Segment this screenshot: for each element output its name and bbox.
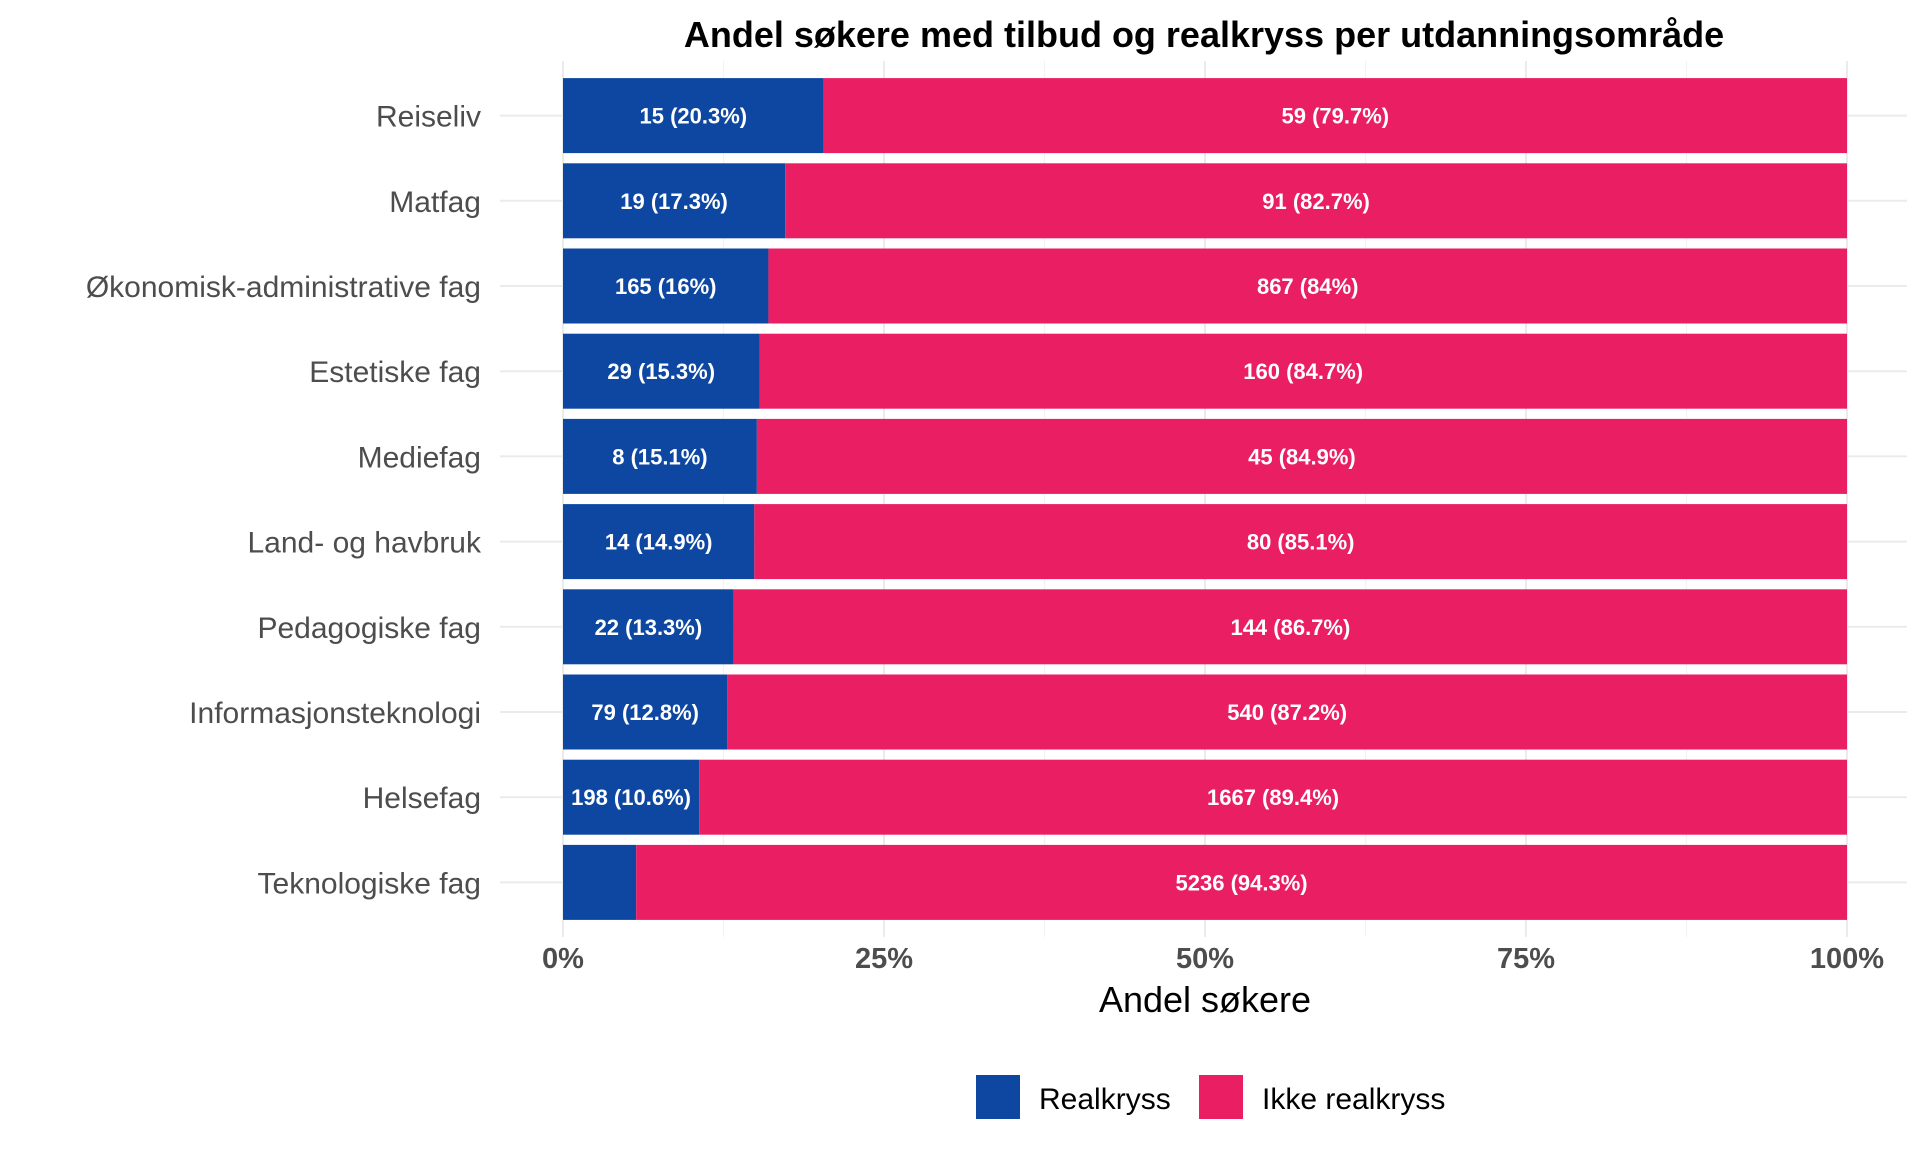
category-label-helsefag: Helsefag (363, 782, 481, 815)
x-tick-label: 0% (542, 943, 584, 975)
bar-realkryss-okonomisk-administrative-fag[interactable] (563, 248, 769, 324)
data-label-realkryss-estetiske-fag: 29 (15.3%) (607, 359, 715, 384)
bar-realkryss-teknologiske-fag[interactable] (563, 844, 637, 920)
bar-realkryss-helsefag[interactable] (563, 759, 700, 835)
bar-ikke-realkryss-estetiske-fag[interactable] (759, 333, 1847, 409)
bar-ikke-realkryss-mediefag[interactable] (756, 418, 1847, 494)
bar-realkryss-land-og-havbruk[interactable] (563, 504, 755, 580)
legend-swatch-ikke-realkryss (1199, 1075, 1243, 1119)
data-label-ikke-realkryss-matfag: 91 (82.7%) (1262, 189, 1370, 214)
legend-label-ikke-realkryss: Ikke realkryss (1262, 1083, 1445, 1116)
data-label-realkryss-reiseliv: 15 (20.3%) (640, 104, 748, 129)
legend[interactable]: Realkryss Ikke realkryss (976, 1075, 1445, 1119)
bar-ikke-realkryss-pedagogiske-fag[interactable] (733, 589, 1847, 665)
bar-realkryss-mediefag[interactable] (563, 418, 757, 494)
bar-ikke-realkryss-helsefag[interactable] (699, 759, 1847, 835)
data-label-ikke-realkryss-teknologiske-fag: 5236 (94.3%) (1176, 870, 1308, 895)
category-label-okonomisk-administrative-fag: Økonomisk-administrative fag (86, 271, 481, 304)
bar-realkryss-pedagogiske-fag[interactable] (563, 589, 734, 665)
chart-title: Andel søkere med tilbud og realkryss per… (684, 14, 1724, 55)
bar-ikke-realkryss-land-og-havbruk[interactable] (754, 504, 1848, 580)
data-label-realkryss-pedagogiske-fag: 22 (13.3%) (595, 615, 703, 640)
data-label-ikke-realkryss-estetiske-fag: 160 (84.7%) (1243, 359, 1363, 384)
legend-label-realkryss: Realkryss (1039, 1083, 1171, 1116)
x-tick-label: 100% (1810, 943, 1884, 975)
category-label-matfag: Matfag (389, 186, 481, 219)
category-label-mediefag: Mediefag (358, 441, 481, 474)
x-tick-label: 50% (1176, 943, 1234, 975)
data-label-ikke-realkryss-helsefag: 1667 (89.4%) (1207, 785, 1339, 810)
bar-ikke-realkryss-teknologiske-fag[interactable] (636, 844, 1847, 920)
category-label-land-og-havbruk: Land- og havbruk (248, 527, 482, 560)
category-label-informasjonsteknologi: Informasjonsteknologi (189, 697, 481, 730)
data-label-ikke-realkryss-pedagogiske-fag: 144 (86.7%) (1230, 615, 1350, 640)
bar-realkryss-estetiske-fag[interactable] (563, 333, 760, 409)
x-tick-label: 25% (855, 943, 913, 975)
category-label-reiseliv: Reiseliv (376, 101, 481, 134)
x-tick-label: 75% (1497, 943, 1555, 975)
data-label-ikke-realkryss-land-og-havbruk: 80 (85.1%) (1247, 530, 1355, 555)
bar-realkryss-reiseliv[interactable] (563, 78, 824, 154)
bar-ikke-realkryss-okonomisk-administrative-fag[interactable] (768, 248, 1848, 324)
data-label-ikke-realkryss-informasjonsteknologi: 540 (87.2%) (1227, 700, 1347, 725)
bar-realkryss-informasjonsteknologi[interactable] (563, 674, 728, 750)
category-label-estetiske-fag: Estetiske fag (309, 356, 481, 389)
x-axis-title: Andel søkere (1099, 979, 1311, 1020)
data-label-realkryss-matfag: 19 (17.3%) (620, 189, 728, 214)
bar-ikke-realkryss-informasjonsteknologi[interactable] (727, 674, 1847, 750)
axis-layer: 0% 25% 50% 75% 100% Reiseliv Matfag Økonomisk-a… (86, 101, 1884, 975)
legend-swatch-realkryss (976, 1075, 1020, 1119)
category-label-teknologiske-fag: Teknologiske fag (258, 867, 481, 900)
data-label-ikke-realkryss-reiseliv: 59 (79.7%) (1282, 104, 1390, 129)
data-label-realkryss-land-og-havbruk: 14 (14.9%) (605, 530, 713, 555)
bar-ikke-realkryss-matfag[interactable] (785, 163, 1847, 239)
bar-realkryss-matfag[interactable] (563, 163, 786, 239)
bar-ikke-realkryss-reiseliv[interactable] (823, 78, 1847, 154)
data-label-realkryss-informasjonsteknologi: 79 (12.8%) (591, 700, 699, 725)
bars-layer (563, 78, 1848, 920)
data-label-realkryss-mediefag: 8 (15.1%) (612, 444, 707, 469)
data-labels-layer: 15 (20.3%) 59 (79.7%) 19 (17.3%) 91 (82.7%)… (571, 104, 1389, 896)
category-label-pedagogiske-fag: Pedagogiske fag (257, 612, 481, 645)
data-label-realkryss-helsefag: 198 (10.6%) (571, 785, 691, 810)
data-label-realkryss-okonomisk-administrative-fag: 165 (16%) (615, 274, 717, 299)
data-label-ikke-realkryss-mediefag: 45 (84.9%) (1248, 444, 1356, 469)
data-label-ikke-realkryss-okonomisk-administrative-fag: 867 (84%) (1257, 274, 1359, 299)
